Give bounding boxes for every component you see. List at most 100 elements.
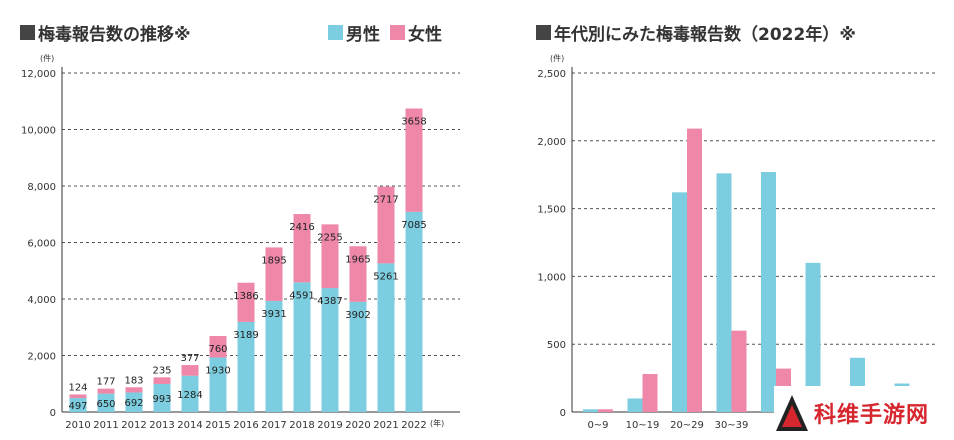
y-tick-label: 1,500 [537,205,566,216]
bar-female-2012 [125,387,143,393]
title-square-icon [536,25,551,40]
data-label-female-2021: 2717 [373,195,398,206]
bar-female-2016 [237,282,255,322]
bar-male-2011 [97,393,115,412]
y-tick-label: 8,000 [27,182,56,193]
x-tick-label: 20~29 [670,420,704,431]
data-label-male-2011: 650 [96,399,115,410]
age-chart-bars [583,128,910,412]
bar-female-2017 [265,247,283,301]
bar-male-2021 [377,263,395,412]
x-tick-label: 0~9 [587,420,608,431]
title-square-icon [20,25,35,40]
age-chart-svg: 0 500 1,000 1,500 2,000 2,500 (件) 0~9 10~19 20~29… [537,53,938,431]
bar-female-2014 [181,365,199,376]
data-label-female-2010: 124 [68,382,87,393]
bar-female-group-3 [687,128,702,412]
x-tick-label: 2010 [65,420,90,431]
bar-male-group-3 [672,192,687,412]
data-label-male-2016: 3189 [233,330,258,341]
bar-female-2020 [349,246,367,302]
bar-male-2012 [125,392,143,412]
data-label-male-2010: 497 [68,401,87,412]
data-label-male-2018: 4591 [289,290,314,301]
data-label-male-2017: 3931 [261,309,286,320]
y-tick-label: 0 [560,408,566,419]
bar-female-2015 [209,336,227,358]
data-label-male-2022: 7085 [401,220,426,231]
x-tick-label: 2019 [317,420,342,431]
data-label-male-2013: 993 [152,394,171,405]
legend-male-label: 男性 [346,25,380,45]
bar-female-2019 [321,224,339,289]
bar-female-2013 [153,377,171,384]
y-tick-label: 4,000 [27,295,56,306]
legend-female-swatch [390,25,405,40]
legend-female-label: 女性 [408,25,442,45]
x-tick-label: 2022 [401,420,426,431]
data-label-male-2020: 3902 [345,310,370,321]
bar-male-group-1 [583,409,598,412]
x-tick-label: 2018 [289,420,314,431]
data-label-male-2021: 5261 [373,271,398,282]
bar-female-2021 [377,186,395,264]
bar-male-2018 [293,282,311,412]
yearly-chart-bars [69,108,423,412]
y-tick-label: 2,500 [537,69,566,80]
data-label-female-2017: 1895 [261,255,286,266]
y-tick-label: 500 [547,340,566,351]
y-tick-label: 12,000 [21,69,56,80]
watermark-text: 科维手游网 [814,403,930,428]
data-label-male-2019: 4387 [317,296,342,307]
x-tick-label: 2020 [345,420,370,431]
bar-male-2019 [321,288,339,412]
y-tick-label: 10,000 [21,126,56,137]
bar-male-group-2 [627,398,643,412]
x-tick-label: 2011 [93,420,118,431]
data-label-female-2012: 183 [124,375,143,386]
watermark-logo: 科维手游网 [774,386,954,440]
bar-male-2015 [209,357,227,412]
data-label-male-2014: 1284 [177,390,202,401]
x-tick-label: 2013 [149,420,174,431]
x-tick-label: 10~19 [626,420,660,431]
bar-female-2022 [405,108,423,212]
x-tick-label: 2017 [261,420,286,431]
x-tick-label: 2012 [121,420,146,431]
x-tick-label: 2015 [205,420,230,431]
yearly-chart-title-wrap: 梅毒報告数の推移※ [20,20,191,45]
x-tick-label: 2021 [373,420,398,431]
y-unit-label: (件) [40,53,54,63]
y-tick-label: 0 [50,408,56,419]
bar-female-group-4 [731,330,747,412]
data-label-female-2018: 2416 [289,222,314,233]
yearly-chart-title: 梅毒報告数の推移※ [38,25,191,45]
bar-male-2014 [181,375,199,412]
y-tick-label: 6,000 [27,239,56,250]
x-tick-label: 30~39 [715,420,749,431]
x-unit-label: (年) [430,418,444,428]
y-tick-label: 2,000 [27,352,56,363]
data-label-female-2011: 177 [96,377,115,388]
y-tick-label: 2,000 [537,137,566,148]
bar-female-group-2 [642,374,658,412]
data-label-female-2014: 377 [180,353,199,364]
yearly-chart-panel: 梅毒報告数の推移※ 男性 女性 0 2,000 4,000 6,000 8,000 10,… [0,0,470,440]
data-label-female-2016: 1386 [233,291,258,302]
bar-male-2022 [405,211,423,412]
bar-female-group-1 [598,409,613,412]
age-chart-panel: 年代別にみた梅毒報告数（2022年）※ 0 500 1,000 1,500 2,000 2… [520,0,954,440]
data-label-female-2022: 3658 [401,117,426,128]
yearly-chart-labels: 0 2,000 4,000 6,000 8,000 10,000 12,000 (件) 497 1… [21,53,444,431]
x-tick-label: 2014 [177,420,202,431]
data-label-male-2015: 1930 [205,365,230,376]
bar-male-2017 [265,300,283,412]
data-label-female-2020: 1965 [345,254,370,265]
bar-male-group-5 [761,171,776,412]
bar-male-group-4 [716,173,732,412]
legend-item-male: 男性 [328,20,380,45]
data-label-female-2015: 760 [208,344,227,355]
bar-male-2013 [153,383,171,412]
legend-male-swatch [328,25,343,40]
age-chart-title-wrap: 年代別にみた梅毒報告数（2022年）※ [536,20,856,45]
